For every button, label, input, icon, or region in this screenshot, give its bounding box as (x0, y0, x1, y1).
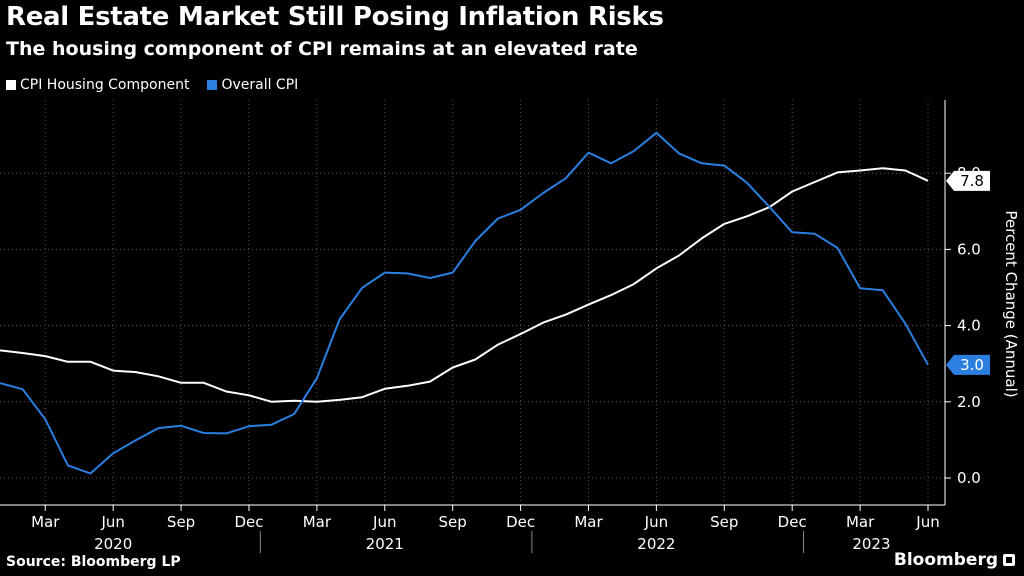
brand-name: Bloomberg (893, 550, 998, 570)
chart-subtitle: The housing component of CPI remains at … (6, 38, 638, 60)
x-tick-label: Sep (439, 513, 467, 531)
brand-logo: Bloomberg (894, 550, 1016, 570)
x-tick-label: Sep (167, 513, 195, 531)
legend-swatch-housing (6, 80, 16, 90)
legend-item-overall: Overall CPI (207, 77, 298, 93)
legend-swatch-overall (207, 80, 218, 90)
y-tick-label: 2.0 (957, 393, 981, 411)
last-value-tag-overall (946, 354, 990, 375)
x-tick-label: Dec (506, 513, 535, 531)
x-year-label: 2021 (366, 535, 404, 553)
series-line-overall (0, 131, 929, 475)
x-year-label: 2022 (637, 535, 675, 553)
x-tick-label: Jun (100, 513, 124, 531)
y-tick-label: 4.0 (957, 317, 981, 335)
x-tick-label: Jun (915, 513, 939, 531)
chart-title: Real Estate Market Still Posing Inflatio… (6, 2, 664, 32)
y-axis-title: Percent Change (Annual) (1002, 210, 1020, 397)
series-line-housing (0, 167, 929, 403)
source-note: Source: Bloomberg LP (6, 554, 181, 570)
x-tick-label: Sep (710, 513, 738, 531)
x-tick-label: Mar (303, 513, 332, 531)
legend-label-overall: Overall CPI (221, 77, 299, 93)
x-year-label: 2020 (94, 535, 132, 553)
y-tick-label: 0.0 (957, 469, 981, 487)
last-value-tag-housing (946, 170, 990, 191)
legend-label-housing: CPI Housing Component (20, 77, 190, 93)
x-tick-label: Dec (778, 513, 807, 531)
legend: CPI Housing Component Overall CPI (6, 77, 298, 93)
x-tick-label: Mar (846, 513, 875, 531)
x-tick-label: Jun (372, 513, 396, 531)
x-year-label: 2023 (852, 535, 890, 553)
x-tick-label: Dec (234, 513, 263, 531)
last-value-label-housing: 7.8 (960, 172, 984, 190)
x-tick-label: Jun (644, 513, 668, 531)
last-value-label-overall: 3.0 (960, 356, 984, 374)
x-tick-label: Mar (574, 513, 603, 531)
x-tick-label: Mar (31, 513, 60, 531)
y-tick-label: 6.0 (957, 240, 981, 258)
legend-item-housing: CPI Housing Component (6, 77, 189, 93)
bloomberg-terminal-icon (1003, 554, 1015, 566)
